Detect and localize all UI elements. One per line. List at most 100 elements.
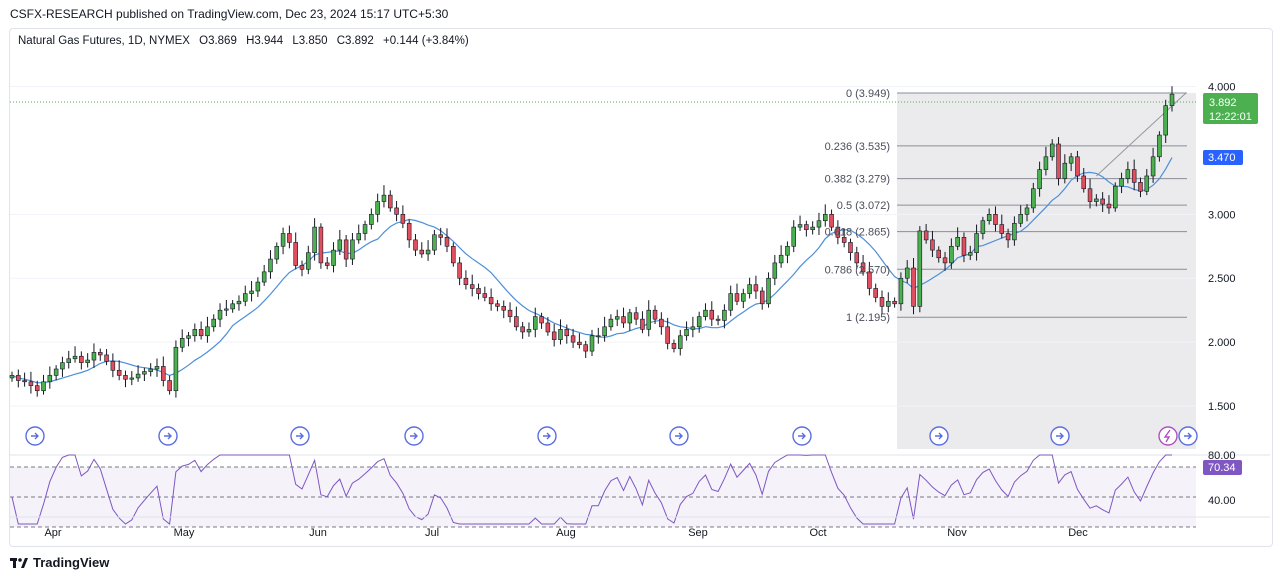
candle[interactable]	[186, 331, 191, 347]
candle[interactable]	[268, 250, 273, 279]
candle[interactable]	[116, 360, 122, 381]
candle[interactable]	[343, 235, 349, 267]
candle[interactable]	[564, 324, 570, 344]
candle[interactable]	[501, 300, 506, 319]
candle[interactable]	[413, 234, 418, 256]
candle[interactable]	[299, 260, 305, 277]
candle[interactable]	[53, 365, 59, 381]
candle[interactable]	[968, 245, 973, 261]
candle[interactable]	[621, 307, 626, 328]
candle[interactable]	[356, 224, 361, 244]
candle[interactable]	[690, 316, 696, 338]
candle[interactable]	[804, 220, 809, 237]
candle[interactable]	[148, 363, 153, 377]
candle[interactable]	[1157, 131, 1162, 162]
candle[interactable]	[904, 260, 910, 284]
candle[interactable]	[545, 317, 551, 336]
candle[interactable]	[123, 370, 128, 388]
candle[interactable]	[1169, 86, 1175, 112]
candle[interactable]	[375, 193, 380, 223]
candle[interactable]	[369, 208, 374, 230]
last-price-tag[interactable]	[1203, 93, 1258, 124]
candle[interactable]	[785, 241, 790, 264]
candle[interactable]	[280, 227, 286, 255]
dividend-event-icon[interactable]	[1050, 426, 1070, 446]
candle[interactable]	[848, 238, 853, 261]
candle[interactable]	[854, 246, 860, 269]
candle[interactable]	[1056, 137, 1061, 186]
rsi-value-tag[interactable]	[1203, 460, 1242, 475]
candle[interactable]	[198, 321, 204, 340]
candle[interactable]	[759, 287, 765, 310]
candle[interactable]	[652, 305, 658, 325]
candle[interactable]	[1031, 182, 1036, 213]
candle[interactable]	[942, 251, 948, 271]
candle[interactable]	[79, 351, 84, 370]
candle[interactable]	[923, 224, 929, 244]
candle[interactable]	[1125, 161, 1131, 184]
candle[interactable]	[715, 315, 721, 326]
candle[interactable]	[614, 309, 620, 327]
candle[interactable]	[28, 371, 34, 394]
dividend-event-icon[interactable]	[404, 426, 424, 446]
candle[interactable]	[261, 264, 267, 286]
candle[interactable]	[886, 292, 891, 313]
candle[interactable]	[1144, 169, 1150, 196]
candle[interactable]	[1138, 177, 1143, 198]
candle[interactable]	[596, 327, 601, 344]
candle[interactable]	[388, 190, 393, 212]
candle[interactable]	[646, 300, 651, 337]
candle[interactable]	[1037, 161, 1042, 197]
candle[interactable]	[1150, 147, 1156, 183]
candle[interactable]	[728, 285, 733, 317]
candle[interactable]	[539, 312, 544, 329]
dividend-event-icon[interactable]	[792, 426, 812, 446]
candle[interactable]	[879, 290, 885, 315]
candle[interactable]	[47, 366, 53, 389]
candle[interactable]	[110, 353, 116, 378]
candle[interactable]	[167, 375, 172, 395]
candle[interactable]	[179, 329, 185, 353]
candle[interactable]	[85, 353, 90, 368]
candle[interactable]	[66, 350, 71, 369]
candle[interactable]	[734, 283, 740, 306]
trend-line[interactable]	[1096, 92, 1187, 177]
candle[interactable]	[892, 297, 897, 308]
candle[interactable]	[495, 299, 500, 312]
candle[interactable]	[419, 242, 425, 258]
candle[interactable]	[835, 220, 841, 245]
candle[interactable]	[1106, 195, 1112, 214]
candle[interactable]	[1100, 192, 1105, 213]
candle[interactable]	[558, 319, 563, 345]
dividend-event-icon[interactable]	[929, 426, 949, 446]
candle[interactable]	[243, 285, 248, 307]
candle[interactable]	[514, 306, 519, 331]
candle[interactable]	[551, 324, 557, 347]
candle[interactable]	[1062, 154, 1068, 184]
candle[interactable]	[444, 228, 450, 253]
candle[interactable]	[867, 261, 872, 296]
dividend-event-icon[interactable]	[158, 426, 178, 446]
candle[interactable]	[810, 221, 815, 235]
candle[interactable]	[1043, 146, 1049, 176]
candle[interactable]	[287, 225, 292, 249]
candle[interactable]	[583, 340, 588, 359]
candle[interactable]	[1012, 216, 1017, 246]
footer-brand[interactable]: TradingView	[10, 555, 109, 570]
candle[interactable]	[520, 321, 525, 339]
candle[interactable]	[507, 302, 513, 323]
candle[interactable]	[432, 229, 437, 255]
candle[interactable]	[173, 340, 179, 398]
candle[interactable]	[255, 277, 261, 297]
candle[interactable]	[917, 226, 923, 313]
candle[interactable]	[161, 356, 166, 387]
candle[interactable]	[9, 371, 15, 382]
candle[interactable]	[1049, 139, 1055, 161]
candle[interactable]	[778, 245, 784, 268]
candle[interactable]	[627, 308, 633, 331]
candle[interactable]	[791, 220, 796, 253]
ma-value-tag[interactable]	[1203, 150, 1243, 165]
candle[interactable]	[797, 215, 803, 231]
candle[interactable]	[526, 322, 532, 337]
